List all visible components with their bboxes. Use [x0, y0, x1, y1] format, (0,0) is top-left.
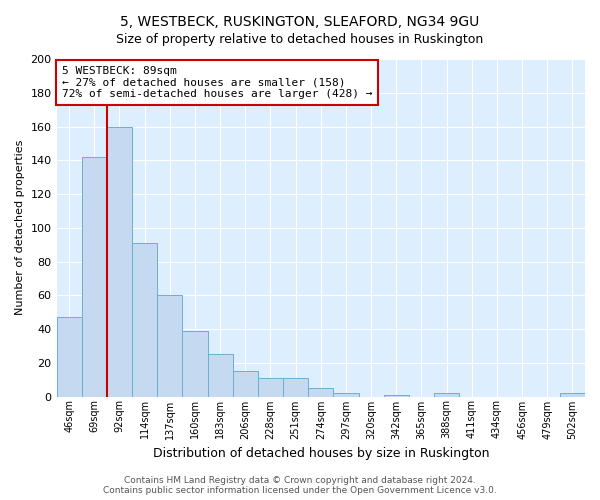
Bar — [157, 296, 182, 396]
Bar — [434, 393, 459, 396]
X-axis label: Distribution of detached houses by size in Ruskington: Distribution of detached houses by size … — [152, 447, 489, 460]
Bar — [383, 395, 409, 396]
Text: 5 WESTBECK: 89sqm
← 27% of detached houses are smaller (158)
72% of semi-detache: 5 WESTBECK: 89sqm ← 27% of detached hous… — [62, 66, 373, 99]
Text: 5, WESTBECK, RUSKINGTON, SLEAFORD, NG34 9GU: 5, WESTBECK, RUSKINGTON, SLEAFORD, NG34 … — [121, 15, 479, 29]
Bar — [107, 126, 132, 396]
Text: Contains HM Land Registry data © Crown copyright and database right 2024.
Contai: Contains HM Land Registry data © Crown c… — [103, 476, 497, 495]
Bar — [334, 393, 359, 396]
Bar — [82, 157, 107, 396]
Bar — [283, 378, 308, 396]
Bar — [560, 393, 585, 396]
Text: Size of property relative to detached houses in Ruskington: Size of property relative to detached ho… — [116, 32, 484, 46]
Bar — [56, 317, 82, 396]
Bar — [208, 354, 233, 397]
Y-axis label: Number of detached properties: Number of detached properties — [15, 140, 25, 316]
Bar — [182, 330, 208, 396]
Bar — [258, 378, 283, 396]
Bar — [132, 243, 157, 396]
Bar — [308, 388, 334, 396]
Bar — [233, 371, 258, 396]
